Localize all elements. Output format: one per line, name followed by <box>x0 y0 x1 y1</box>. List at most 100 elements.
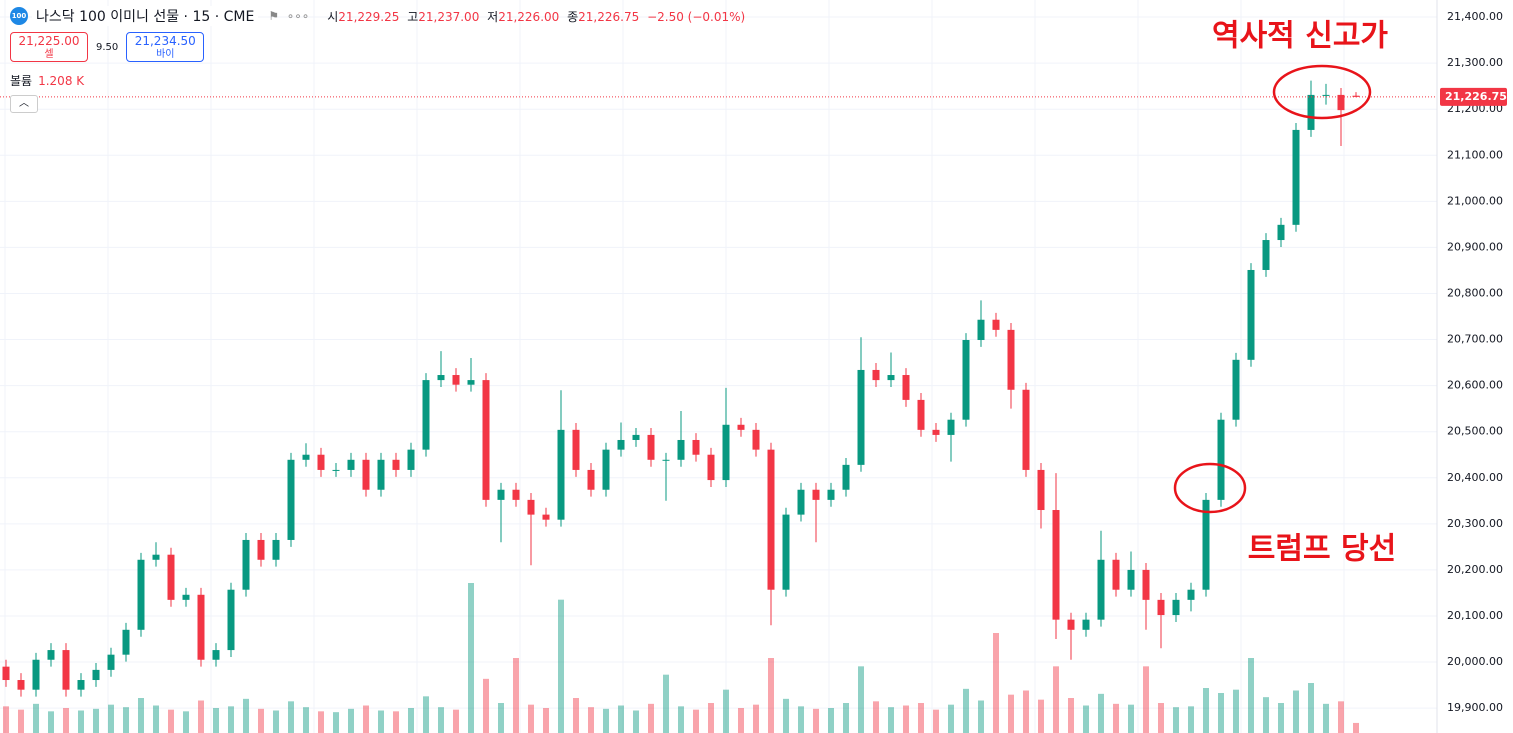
candle-body <box>1292 129 1300 225</box>
candle-body <box>632 434 640 440</box>
candle-body <box>1172 599 1180 616</box>
sell-button[interactable]: 21,225.00 셀 <box>10 32 88 62</box>
volume-bar <box>198 700 204 733</box>
y-tick-label: 20,800.00 <box>1447 286 1503 299</box>
y-tick-label: 20,600.00 <box>1447 379 1503 392</box>
spread: 9.50 <box>96 41 119 53</box>
volume-bar <box>1308 683 1314 733</box>
volume-bar <box>828 708 834 733</box>
candle-body <box>167 554 175 600</box>
candle-body <box>872 369 880 381</box>
candle-body <box>722 424 730 481</box>
candle-body <box>182 594 190 600</box>
volume-bar <box>813 708 819 733</box>
volume-bar <box>453 709 459 733</box>
high-label: 고 <box>407 9 419 24</box>
candle-body <box>392 459 400 470</box>
volume-bar <box>618 705 624 733</box>
last-price-box <box>1440 87 1507 106</box>
volume-bar <box>1278 703 1284 733</box>
low-value: 21,226.00 <box>498 9 560 24</box>
volume-bar <box>1128 704 1134 733</box>
candle-body <box>1112 559 1120 590</box>
volume-bar <box>1188 706 1194 733</box>
volume-bar <box>1233 689 1239 733</box>
volume-bar <box>1338 701 1344 733</box>
candle-body <box>602 449 610 490</box>
candle-body <box>902 375 910 400</box>
change-value: −2.50 (−0.01%) <box>647 9 746 24</box>
candle-body <box>227 589 235 651</box>
buy-price: 21,234.50 <box>134 34 196 48</box>
y-tick-label: 21,100.00 <box>1447 148 1503 161</box>
candle-body <box>617 439 625 450</box>
volume-bar <box>78 710 84 733</box>
candle-body <box>62 650 70 690</box>
volume-bar <box>33 703 39 733</box>
candle-body <box>212 650 220 660</box>
volume-bar <box>228 706 234 733</box>
y-tick-label: 19,900.00 <box>1447 701 1503 714</box>
candle-body <box>1277 224 1285 241</box>
volume-label: 볼륨 <box>10 74 33 88</box>
volume-bar <box>558 599 564 733</box>
volume-bar <box>1293 690 1299 733</box>
candle-body <box>677 439 685 460</box>
candle-body <box>692 439 700 455</box>
volume-bar <box>873 701 879 733</box>
volume-bar <box>1323 703 1329 733</box>
volume-bar <box>483 678 489 733</box>
candle-body <box>587 469 595 490</box>
symbol-icon[interactable]: 100 <box>10 7 28 25</box>
candle-body <box>302 454 310 460</box>
volume-bar <box>1023 690 1029 733</box>
candle-body <box>422 380 430 450</box>
volume-bar <box>1053 666 1059 733</box>
candle-body <box>2 666 10 681</box>
candle-body <box>572 429 580 470</box>
volume-bar <box>183 711 189 733</box>
volume-bar <box>63 708 69 733</box>
volume-bar <box>498 703 504 733</box>
volume-bar <box>1203 688 1209 733</box>
volume-bar <box>348 708 354 733</box>
volume-bar <box>648 703 654 733</box>
candle-body <box>317 454 325 470</box>
volume-bar <box>48 711 54 733</box>
highlight-circle <box>1272 64 1372 120</box>
volume-bar <box>153 705 159 733</box>
candle-body <box>1187 589 1195 600</box>
volume-bar <box>1263 697 1269 733</box>
candle-body <box>257 539 265 560</box>
volume-bar <box>603 708 609 733</box>
high-value: 21,237.00 <box>418 9 480 24</box>
y-tick-label: 20,000.00 <box>1447 655 1503 668</box>
volume-bar <box>213 708 219 733</box>
candle-body <box>482 380 490 500</box>
y-tick-label: 20,900.00 <box>1447 240 1503 253</box>
volume-bar <box>243 698 249 733</box>
volume-bar <box>783 698 789 733</box>
volume-bar <box>3 706 9 733</box>
candle-body <box>197 594 205 660</box>
volume-bar <box>888 707 894 733</box>
candle-body <box>1082 619 1090 630</box>
candle-body <box>497 489 505 500</box>
buy-label: 바이 <box>156 49 175 60</box>
collapse-button[interactable]: ︿ <box>10 95 38 113</box>
volume-bar <box>468 583 474 733</box>
candle-body <box>467 380 475 385</box>
candle-body <box>347 459 355 470</box>
y-tick-label: 21,400.00 <box>1447 10 1503 23</box>
volume-bar <box>753 704 759 733</box>
buy-button[interactable]: 21,234.50 바이 <box>126 32 205 62</box>
volume-bar <box>588 707 594 733</box>
flag-icon[interactable]: ⚑ ∘∘∘ <box>268 9 310 23</box>
candle-body <box>1142 569 1150 600</box>
candle-body <box>662 459 670 461</box>
symbol-title[interactable]: 나스닥 100 이미니 선물 · 15 · CME <box>32 6 259 26</box>
y-tick-label: 20,300.00 <box>1447 517 1503 530</box>
candle-body <box>77 680 85 690</box>
volume-bar <box>1353 722 1359 733</box>
